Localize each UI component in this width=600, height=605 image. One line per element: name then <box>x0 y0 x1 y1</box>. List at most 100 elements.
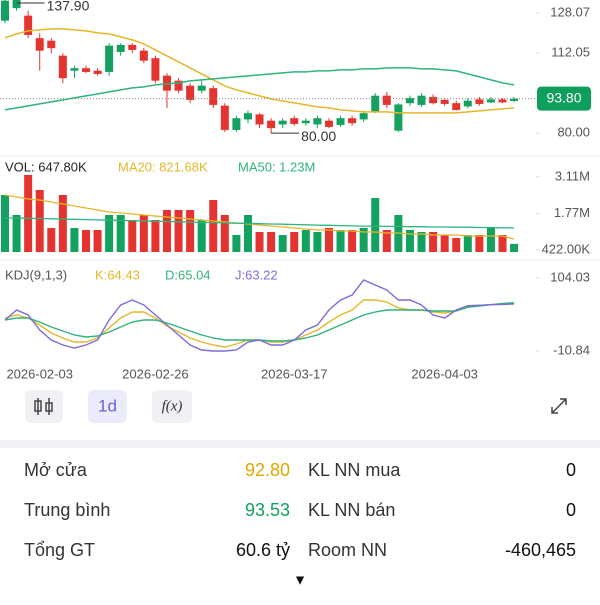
candle-body <box>452 103 461 110</box>
volume-bar <box>278 235 287 252</box>
volume-bar <box>186 210 195 252</box>
candle-body <box>382 95 391 105</box>
volume-bar <box>267 232 276 252</box>
stat-value: 0 <box>566 460 576 480</box>
volume-bar <box>70 227 79 252</box>
volume-average <box>5 217 515 229</box>
legend-entry: VOL: 647.80K <box>5 159 87 174</box>
volume-bar <box>93 230 102 252</box>
candle-body <box>35 38 44 51</box>
toolbar: 1d f(x) <box>25 390 567 423</box>
candle-body <box>440 99 449 104</box>
candle-body <box>486 99 495 103</box>
volume-bar <box>197 220 206 252</box>
more-arrow[interactable]: ▼ <box>293 572 307 588</box>
stat-label: KL NN bán <box>308 500 395 520</box>
volume-bar <box>405 230 414 252</box>
candle-body <box>47 40 56 49</box>
volume-average <box>4 194 515 240</box>
candle-body <box>232 118 241 130</box>
moving-average <box>4 28 515 114</box>
volume-bar <box>301 230 310 252</box>
candle-button[interactable] <box>25 390 63 423</box>
volume-bar <box>382 230 391 252</box>
candle-body <box>290 118 299 124</box>
candle-body <box>197 85 206 91</box>
volume-bar <box>105 215 114 252</box>
y-tick-label: 104.03 <box>550 269 590 284</box>
legend-entry: MA50: 1.23M <box>238 159 315 174</box>
candle-body <box>267 120 276 129</box>
kdj-line <box>4 279 515 352</box>
annotation: 80.00 <box>301 128 336 144</box>
candle-body <box>243 113 252 120</box>
indicator-label: f(x) <box>162 398 183 414</box>
volume-bar <box>510 243 519 252</box>
interval-button[interactable] <box>88 390 127 423</box>
candle-body <box>139 50 148 61</box>
candle-body <box>209 88 218 105</box>
volume-bar <box>486 227 495 252</box>
indicator-button[interactable] <box>152 390 192 423</box>
volume-bar <box>243 215 252 252</box>
volume-bar <box>151 220 160 252</box>
candle-body <box>324 120 333 127</box>
candle-icon <box>34 398 53 415</box>
volume-bar <box>35 190 44 252</box>
legend-entry: J:63.22 <box>235 267 278 282</box>
volume-bar <box>81 230 90 252</box>
volume-bar <box>452 237 461 252</box>
candle-body <box>301 120 310 124</box>
volume-bar <box>116 215 125 252</box>
stat-value: 92.80 <box>245 460 290 480</box>
volume-bar <box>498 235 507 252</box>
divider <box>0 440 600 448</box>
candle-body <box>186 85 195 100</box>
volume-bar <box>139 215 148 252</box>
volume-bar <box>128 220 137 252</box>
stat-value: -460,465 <box>505 540 576 560</box>
volume-bar <box>336 230 345 252</box>
candle-body <box>371 95 380 112</box>
volume-bar <box>232 235 241 252</box>
y-tick-label: 128.07 <box>550 4 590 19</box>
stat-value: 93.53 <box>245 500 290 520</box>
x-tick-label: 2026-03-17 <box>261 366 328 381</box>
candle-body <box>24 15 33 35</box>
volume-bar <box>255 232 264 252</box>
candle-body <box>278 120 287 125</box>
candle-body <box>417 95 426 105</box>
volume-bar <box>475 235 484 252</box>
candle-body <box>336 118 345 125</box>
x-tick-label: 2026-04-03 <box>411 366 478 381</box>
y-tick-label: 1.77M <box>554 205 590 220</box>
interval-label: 1d <box>98 396 117 415</box>
expand-icon[interactable] <box>551 398 567 414</box>
volume-bar <box>1 195 9 252</box>
candle-body <box>81 68 90 72</box>
candle-body <box>475 99 484 104</box>
stat-label: Room NN <box>308 540 387 560</box>
stat-value: 0 <box>566 500 576 520</box>
y-tick-label: 112.05 <box>551 44 590 59</box>
candle-body <box>463 100 472 107</box>
candle-body <box>12 0 21 9</box>
volume-bar <box>313 232 322 252</box>
candle-body <box>429 96 438 104</box>
volume-bar <box>463 235 472 252</box>
volume-bar <box>417 232 426 252</box>
volume-bar <box>359 227 368 252</box>
volume-bar <box>174 210 183 252</box>
y-tick-label: -10.84 <box>553 342 590 357</box>
candle-body <box>151 58 160 81</box>
candle-body <box>348 118 357 124</box>
y-tick-label: 3.11M <box>555 168 590 183</box>
candle-body <box>174 80 183 91</box>
volume-bar <box>440 235 449 252</box>
legend-entry: D:65.04 <box>165 267 211 282</box>
kdj-line <box>4 302 515 342</box>
volume-bar <box>12 215 21 252</box>
last-price-label: 93.80 <box>546 89 581 105</box>
legend-entry: K:64.43 <box>95 267 140 282</box>
